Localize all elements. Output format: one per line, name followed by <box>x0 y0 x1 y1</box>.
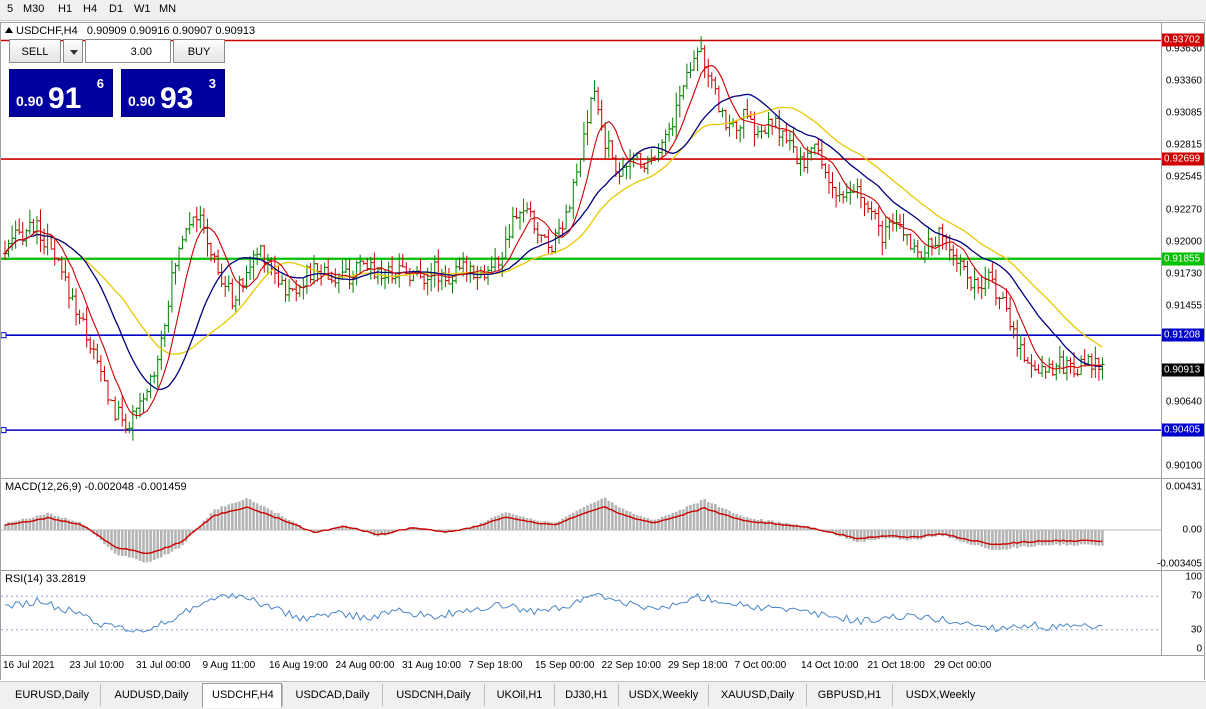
price-tag-current-price[interactable]: 0.90913 <box>1162 363 1204 377</box>
time-tick: 16 Aug 19:00 <box>269 660 328 671</box>
timeframe-mn[interactable]: MN <box>159 3 177 15</box>
time-tick: 9 Aug 11:00 <box>202 660 256 671</box>
collapse-triangle-icon[interactable] <box>5 27 13 33</box>
time-tick: 31 Jul 00:00 <box>136 660 191 671</box>
timeframe-h1[interactable]: H1 <box>58 3 73 15</box>
chart-tab-usdx-weekly[interactable]: USDX,Weekly <box>892 684 988 706</box>
rsi-svg <box>1 592 1162 633</box>
timeframe-toolbar: 5 M30 H1 H4 D1 W1 MN <box>0 0 1206 21</box>
time-tick: 29 Sep 18:00 <box>668 660 728 671</box>
time-tick: 24 Aug 00:00 <box>335 660 395 671</box>
price-tick: 0.92815 <box>1165 139 1202 151</box>
macd-tick: 0.00431 <box>1165 481 1202 493</box>
chevron-down-icon <box>70 50 78 55</box>
price-tick: 0.93360 <box>1165 75 1202 87</box>
chart-symbol-label: USDCHF,H4 <box>16 25 78 37</box>
timeframe-m30[interactable]: M30 <box>23 3 45 15</box>
price-tag-level-line[interactable]: 0.91208 <box>1162 328 1204 342</box>
rsi-tick: 30 <box>1190 624 1202 636</box>
price-tick: 0.91455 <box>1165 300 1202 312</box>
timeframe-w1[interactable]: W1 <box>134 3 151 15</box>
rsi-label: RSI(14) 33.2819 <box>5 573 86 585</box>
time-axis: 16 Jul 2021 23 Jul 10:00 31 Jul 00:00 9 Aug… <box>1 655 1204 680</box>
price-scale[interactable]: 0.93630 0.93360 0.93085 0.92815 0.92545 0.922… <box>1161 23 1204 478</box>
price-tick: 0.91730 <box>1165 268 1202 280</box>
trade-prices-row: 0.90 91 6 0.90 93 3 <box>9 69 225 121</box>
chart-tab-usdchf-h4[interactable]: USDCHF,H4 <box>202 683 282 708</box>
time-tick: 16 Jul 2021 <box>3 660 55 671</box>
timeframe-m5[interactable]: 5 <box>7 3 14 15</box>
price-plot-area[interactable] <box>1 23 1162 478</box>
chart-ohlc-label: 0.90909 0.90916 0.90907 0.90913 <box>86 25 256 37</box>
rsi-scale: 100 70 30 0 <box>1161 571 1204 656</box>
time-tick: 29 Oct 00:00 <box>934 660 992 671</box>
trade-controls-row: SELL 3.00 BUY <box>9 39 225 65</box>
macd-label: MACD(12,26,9) -0.002048 -0.001459 <box>5 481 187 493</box>
buy-price-fraction: 3 <box>208 76 216 91</box>
price-tick: 0.92270 <box>1165 204 1202 216</box>
rsi-tick: 70 <box>1190 590 1202 602</box>
macd-scale: 0.00431 0.00 -0.003405 <box>1157 479 1204 571</box>
chart-tab-gbpusd-h1[interactable]: GBPUSD,H1 <box>806 684 892 706</box>
macd-svg <box>1 497 1162 563</box>
rsi-tick: 100 <box>1185 571 1202 583</box>
time-tick: 7 Oct 00:00 <box>734 660 787 671</box>
price-tick: 0.93085 <box>1165 107 1202 119</box>
price-candles-svg <box>1 36 1162 441</box>
sell-price-box[interactable]: 0.90 91 6 <box>9 69 113 117</box>
buy-button[interactable]: BUY <box>173 39 225 63</box>
price-tick: 0.92545 <box>1165 171 1202 183</box>
macd-pane[interactable]: MACD(12,26,9) -0.002048 -0.001459 0.0043… <box>1 478 1204 571</box>
price-tag-level-line[interactable]: 0.90405 <box>1162 423 1204 437</box>
chart-tab-dj30-h1[interactable]: DJ30,H1 <box>554 684 618 706</box>
sell-button[interactable]: SELL <box>9 39 61 63</box>
rsi-tick: 0 <box>1196 643 1202 655</box>
timeframe-d1[interactable]: D1 <box>109 3 124 15</box>
macd-tick: 0.00 <box>1182 524 1202 536</box>
chart-tab-eurusd-daily[interactable]: EURUSD,Daily <box>15 689 89 701</box>
sell-price-base: 0.90 <box>16 93 44 109</box>
chart-tab-usdx-weekly[interactable]: USDX,Weekly <box>618 684 708 706</box>
chart-tab-ukoil-h1[interactable]: UKOil,H1 <box>484 684 554 706</box>
time-tick: 7 Sep 18:00 <box>468 660 523 671</box>
buy-price-base: 0.90 <box>128 93 156 109</box>
time-tick: 23 Jul 10:00 <box>69 660 125 671</box>
time-tick: 21 Oct 18:00 <box>867 660 925 671</box>
chart-title: USDCHF,H4 0.90909 0.90916 0.90907 0.9091… <box>5 25 255 37</box>
price-pane[interactable]: USDCHF,H4 0.90909 0.90916 0.90907 0.9091… <box>1 23 1204 478</box>
chart-tab-usdcad-daily[interactable]: USDCAD,Daily <box>282 684 382 706</box>
rsi-pane[interactable]: RSI(14) 33.2819 100 70 30 0 <box>1 570 1204 656</box>
time-tick: 14 Oct 10:00 <box>801 660 859 671</box>
macd-plot-area[interactable] <box>1 479 1162 571</box>
price-tick: 0.90100 <box>1165 460 1202 472</box>
time-tick: 31 Aug 10:00 <box>402 660 461 671</box>
price-tick: 0.92000 <box>1165 236 1202 248</box>
price-tag-support-line[interactable]: 0.91855 <box>1162 252 1204 266</box>
buy-price-big: 93 <box>160 82 194 115</box>
timeframe-h4[interactable]: H4 <box>83 3 98 15</box>
price-tick: 0.90640 <box>1165 396 1202 408</box>
time-tick: 15 Sep 00:00 <box>535 660 595 671</box>
volume-input[interactable]: 3.00 <box>85 39 171 63</box>
chart-tab-usdcnh-daily[interactable]: USDCNH,Daily <box>382 684 484 706</box>
macd-tick: -0.003405 <box>1156 558 1202 570</box>
chart-tabs-bar: EURUSD,Daily AUDUSD,Daily USDCHF,H4 USDCAD,… <box>0 681 1206 709</box>
price-tag-resistance-line[interactable]: 0.92699 <box>1162 152 1204 166</box>
sell-price-fraction: 6 <box>96 76 104 91</box>
buy-price-box[interactable]: 0.90 93 3 <box>121 69 225 117</box>
price-tag-resistance-line[interactable]: 0.93702 <box>1162 33 1204 47</box>
chart-tab-audusd-daily[interactable]: AUDUSD,Daily <box>100 684 202 706</box>
volume-dropdown-button[interactable] <box>63 39 83 63</box>
rsi-plot-area[interactable] <box>1 571 1162 656</box>
price-tick: 0.93630 <box>1165 43 1202 55</box>
time-tick: 22 Sep 10:00 <box>601 660 662 671</box>
chart-tab-xauusd-daily[interactable]: XAUUSD,Daily <box>708 684 806 706</box>
one-click-trade-panel[interactable]: SELL 3.00 BUY 0.90 91 6 0.90 93 3 <box>9 39 225 125</box>
sell-price-big: 91 <box>48 82 82 115</box>
chart-window[interactable]: USDCHF,H4 0.90909 0.90916 0.90907 0.9091… <box>0 22 1205 680</box>
